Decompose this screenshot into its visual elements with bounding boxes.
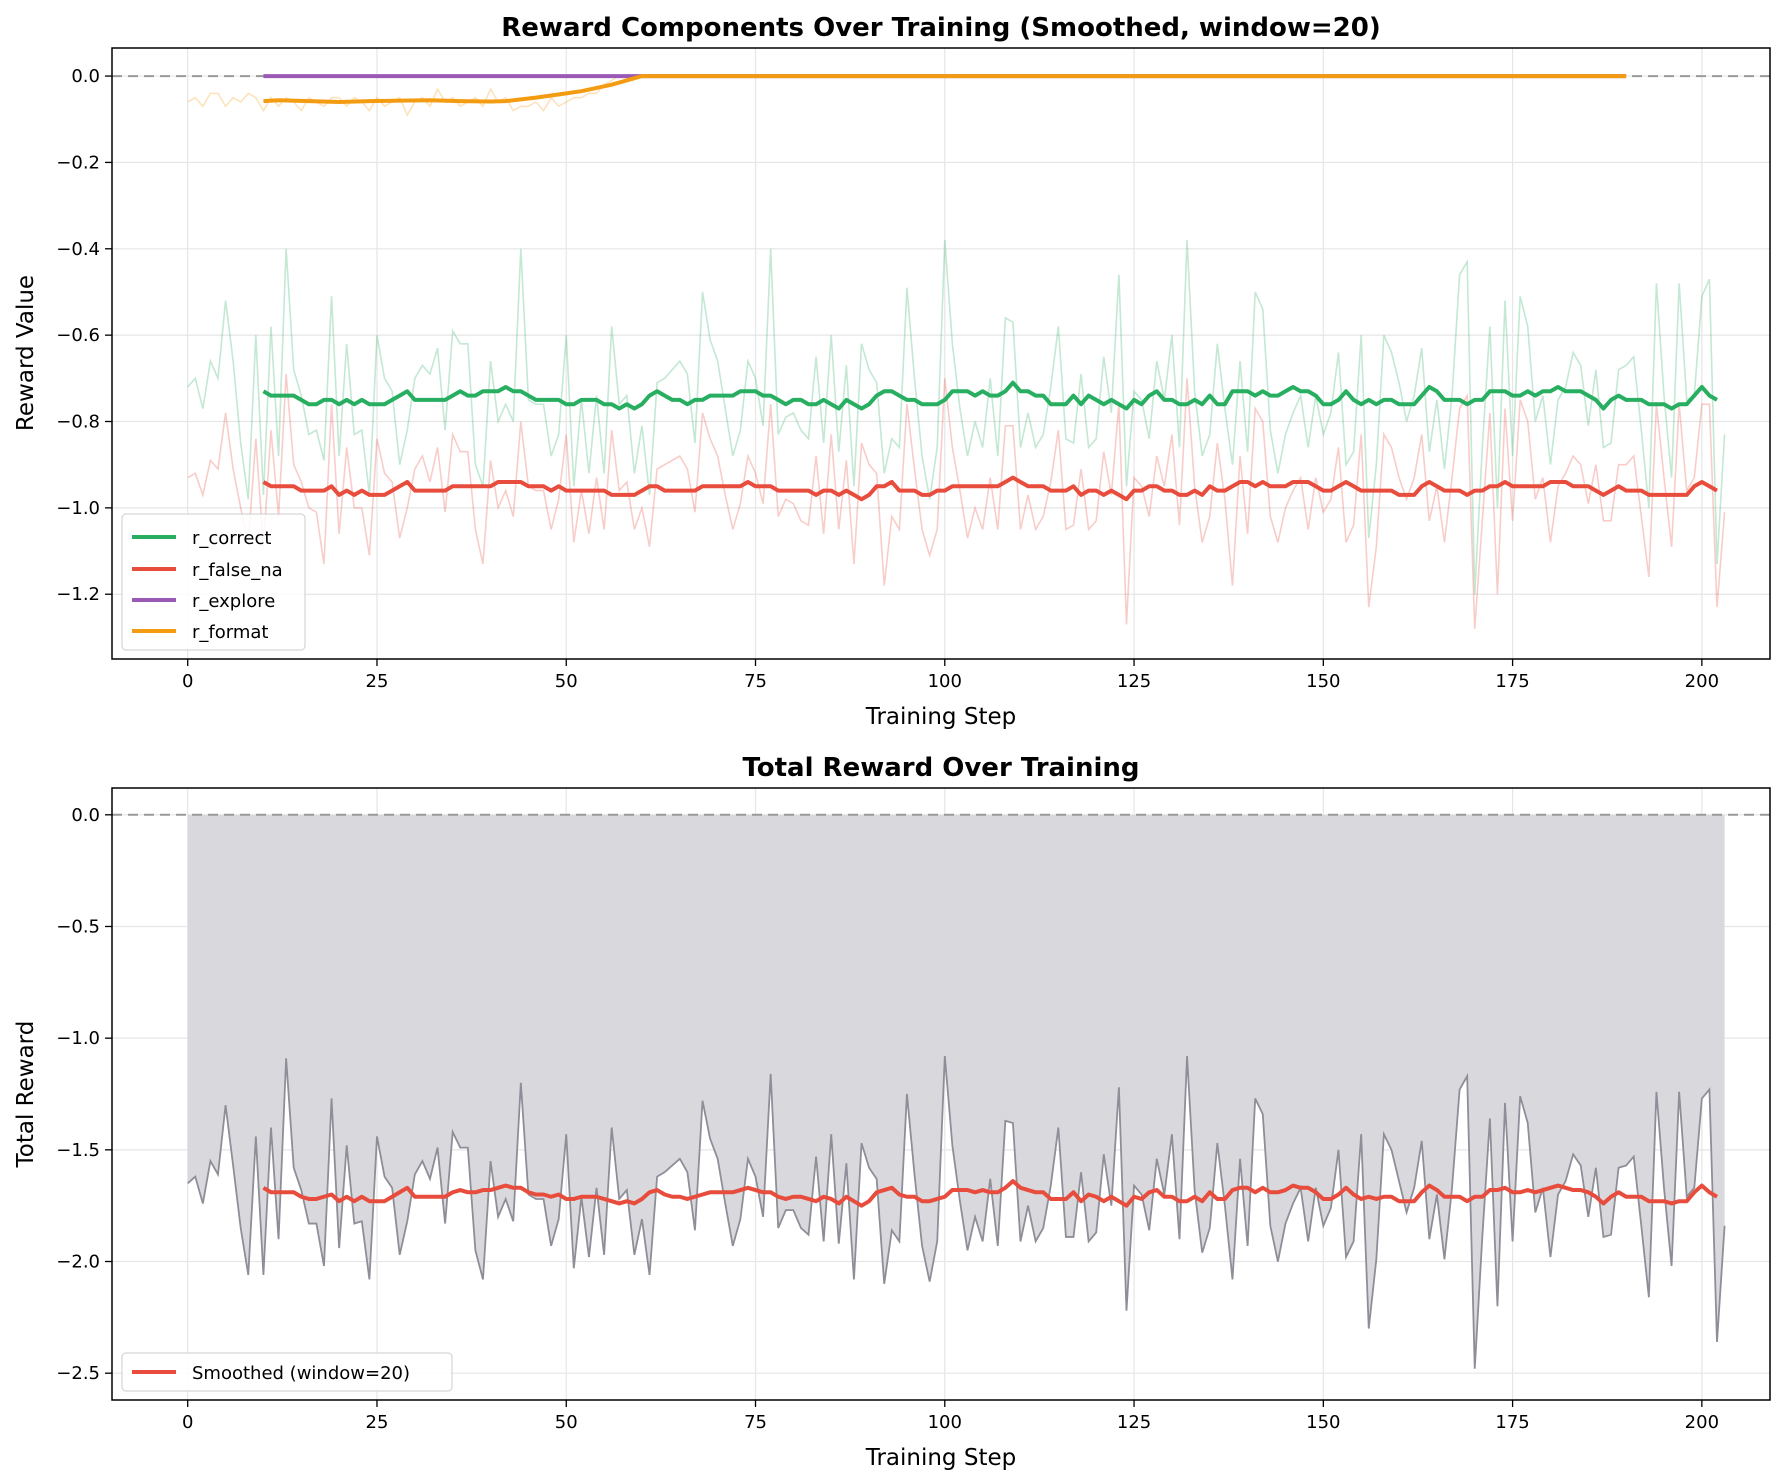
raw-series — [187, 1055, 1726, 1369]
legend-box — [121, 1352, 453, 1392]
x-axis-ticks: 0 25 50 75 100 125 150 175 200 — [182, 1400, 1719, 1433]
y-tick-label: −0.2 — [56, 152, 100, 173]
x-tick-label: 150 — [1306, 671, 1340, 692]
x-tick-label: 50 — [555, 1412, 578, 1433]
smoothed-line-r-false-na — [262, 475, 1718, 502]
plot-frame — [111, 47, 1771, 660]
plot-frame — [111, 787, 1771, 1401]
y-axis-label: Reward Value — [13, 275, 39, 431]
y-tick-label: −0.4 — [56, 239, 100, 260]
legend-label-r-correct: r_correct — [192, 528, 271, 549]
x-tick-label: 25 — [366, 1412, 389, 1433]
smoothed-line-r-correct — [262, 380, 1718, 411]
y-tick-label: −0.5 — [56, 916, 100, 937]
y-axis-ticks: 0.0 −0.5 −1.0 −1.5 −2.0 −2.5 — [56, 805, 112, 1384]
legend-label-r-explore: r_explore — [192, 591, 275, 612]
x-tick-label: 175 — [1495, 1412, 1529, 1433]
x-tick-label: 200 — [1685, 671, 1719, 692]
reward-components-chart: Reward Components Over Training (Smoothe… — [13, 13, 1771, 730]
smoothed-series — [262, 74, 1718, 502]
legend-label-r-format: r_format — [192, 622, 268, 643]
y-tick-label: −2.0 — [56, 1252, 100, 1273]
x-axis-label: Training Step — [865, 704, 1016, 730]
raw-total-line — [187, 1055, 1726, 1369]
raw-line-r-correct — [187, 240, 1726, 595]
legend-box — [121, 513, 306, 651]
y-tick-label: −0.6 — [56, 325, 100, 346]
x-tick-label: 75 — [744, 671, 767, 692]
legend-label-smoothed: Smoothed (window=20) — [192, 1363, 410, 1384]
smoothed-total-line — [262, 1179, 1719, 1208]
raw-line-r-false-na — [187, 373, 1726, 629]
x-tick-label: 125 — [1117, 1412, 1151, 1433]
legend: Smoothed (window=20) — [121, 1352, 453, 1392]
y-tick-label: 0.0 — [71, 805, 100, 826]
y-tick-label: −1.0 — [56, 1028, 100, 1049]
chart-title: Reward Components Over Training (Smoothe… — [501, 13, 1380, 43]
y-tick-label: −1.2 — [56, 584, 100, 605]
x-tick-label: 100 — [928, 671, 962, 692]
total-reward-chart: Total Reward Over Training 0 25 50 75 100 125… — [13, 753, 1771, 1471]
y-axis-label: Total Reward — [13, 1021, 39, 1169]
x-axis-label: Training Step — [865, 1445, 1016, 1471]
smoothed-line-r-format — [263, 74, 1627, 104]
y-tick-label: −0.8 — [56, 412, 100, 433]
x-tick-label: 75 — [744, 1412, 767, 1433]
x-tick-label: 25 — [366, 671, 389, 692]
chart-title: Total Reward Over Training — [742, 753, 1139, 783]
y-tick-label: −1.0 — [56, 498, 100, 519]
x-tick-label: 150 — [1306, 1412, 1340, 1433]
x-tick-label: 0 — [182, 1412, 193, 1433]
x-tick-label: 0 — [182, 671, 193, 692]
x-tick-label: 200 — [1685, 1412, 1719, 1433]
x-tick-label: 100 — [928, 1412, 962, 1433]
legend-label-r-false-na: r_false_na — [192, 560, 283, 581]
y-axis-ticks: 0.0 −0.2 −0.4 −0.6 −0.8 −1.0 −1.2 — [56, 66, 112, 605]
legend: r_correct r_false_na r_explore r_format — [121, 513, 306, 651]
y-tick-label: −1.5 — [56, 1140, 100, 1161]
x-tick-label: 125 — [1117, 671, 1151, 692]
smoothed-series — [262, 1179, 1719, 1208]
x-tick-label: 50 — [555, 671, 578, 692]
y-tick-label: 0.0 — [71, 66, 100, 87]
x-tick-label: 175 — [1495, 671, 1529, 692]
x-axis-ticks: 0 25 50 75 100 125 150 175 200 — [182, 659, 1719, 692]
y-tick-label: −2.5 — [56, 1363, 100, 1384]
